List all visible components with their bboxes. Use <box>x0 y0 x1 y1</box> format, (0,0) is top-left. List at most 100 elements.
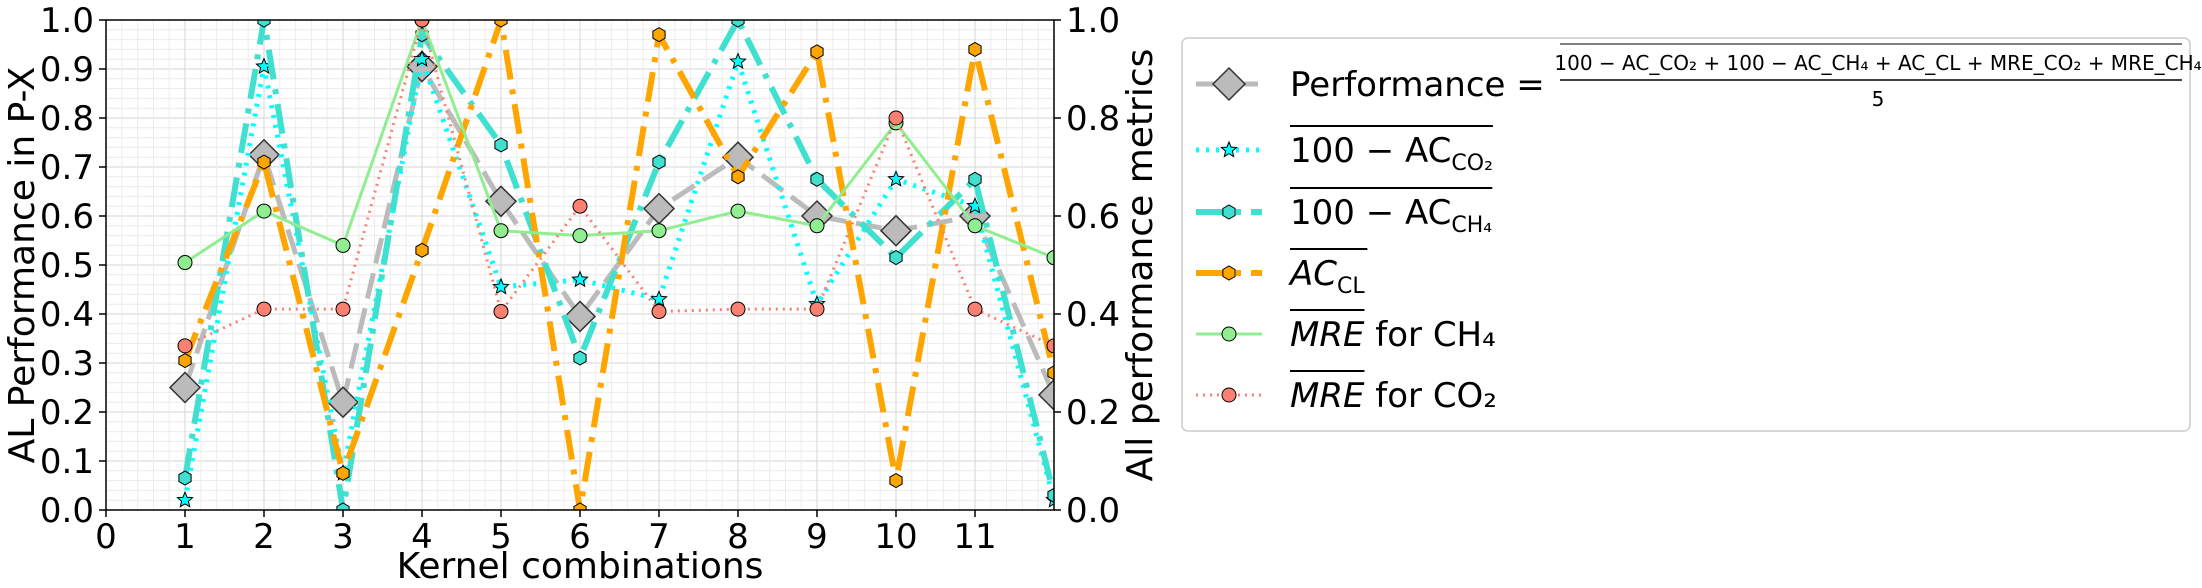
data-point-mre_co2 <box>1046 338 1054 354</box>
x-tick-label: 10 <box>874 517 917 557</box>
legend-marker-ac_cl <box>1222 265 1236 281</box>
data-point-ac_cl <box>810 44 824 60</box>
legend-marker-mre_co2 <box>1221 387 1237 403</box>
legend-label-subscript: CH₄ <box>1451 213 1492 238</box>
data-point-mre_ch4 <box>177 255 193 271</box>
legend-label-main: MRE <box>1290 376 1365 416</box>
legend-label-suffix: for CH₄ <box>1364 315 1495 355</box>
x-tick-label: 4 <box>411 517 433 557</box>
legend: Performance = 100 − AC_CO₂ + 100 − AC_CH… <box>1181 37 2202 432</box>
y-tick-label-left: 0.6 <box>40 197 94 237</box>
grid <box>105 19 1055 511</box>
data-point-mre_co2 <box>967 301 983 317</box>
y-tick-label-right: 0.8 <box>1066 99 1120 139</box>
y-tick-label-left: 0.3 <box>40 344 94 384</box>
data-point-ac_cl <box>573 502 587 510</box>
legend-label-main: MRE <box>1290 315 1365 355</box>
data-point-mre_ch4 <box>493 223 509 239</box>
data-point-mre_ch4 <box>1046 250 1054 266</box>
data-point-performance <box>168 371 202 404</box>
data-point-mre_ch4 <box>967 218 983 234</box>
data-point-ac_ch4 <box>178 470 192 486</box>
x-tick-label: 5 <box>490 517 512 557</box>
y-tick-label-left: 0.8 <box>40 99 94 139</box>
legend-label-subscript: CO₂ <box>1451 151 1493 176</box>
data-point-ac_cl <box>415 242 429 258</box>
x-tick-label: 7 <box>648 517 670 557</box>
legend-label-ac_cl: ACCL <box>1288 254 1365 299</box>
data-point-ac_ch4 <box>573 350 587 366</box>
y-tick-label-left: 0.2 <box>40 393 94 433</box>
y-tick-label-right: 0.2 <box>1066 393 1120 433</box>
data-point-mre_co2 <box>493 304 509 320</box>
legend-label-mre_ch4: MRE for CH₄ <box>1290 315 1496 355</box>
data-point-mre_co2 <box>414 20 430 28</box>
x-tick-label: 9 <box>806 517 828 557</box>
legend-label-mre_co2: MRE for CO₂ <box>1290 376 1497 416</box>
legend-label-main: 100 − AC <box>1290 131 1451 171</box>
x-tick-label: 3 <box>332 517 354 557</box>
data-point-ac_co2 <box>887 170 905 187</box>
x-axis-title: Kernel combinations <box>397 546 764 587</box>
legend-label-main: 100 − AC <box>1290 193 1451 233</box>
data-point-mre_ch4 <box>572 228 588 244</box>
data-point-mre_co2 <box>888 110 904 126</box>
data-point-ac_ch4 <box>810 171 824 187</box>
data-point-ac_co2 <box>729 52 747 70</box>
data-point-ac_ch4 <box>652 154 666 170</box>
y-tick-label-left: 0.1 <box>40 442 94 482</box>
y-tick-label-left: 0.7 <box>40 148 94 188</box>
series-line-mre_ch4 <box>184 20 1054 264</box>
x-tick-label: 11 <box>953 517 996 557</box>
data-point-mre_ch4 <box>335 237 351 253</box>
data-point-performance <box>563 300 597 333</box>
data-point-ac_ch4 <box>336 502 350 510</box>
data-point-ac_cl <box>336 465 350 481</box>
legend-label-subscript: CL <box>1337 274 1365 299</box>
data-point-performance <box>1037 378 1054 411</box>
x-tick-label: 1 <box>174 517 196 557</box>
data-point-mre_co2 <box>256 301 272 317</box>
data-point-ac_ch4 <box>257 20 271 28</box>
y-axis-title-left: AL Performance in P-X <box>2 67 43 464</box>
data-point-mre_co2 <box>177 338 193 354</box>
data-point-performance <box>879 214 913 247</box>
y-tick-label-left: 0.5 <box>40 246 94 286</box>
legend-marker-performance <box>1211 66 1247 102</box>
y-tick-label-left: 0.4 <box>40 295 94 335</box>
y-tick-label-left: 0.9 <box>40 50 94 90</box>
data-point-ac_cl <box>257 154 271 170</box>
data-point-ac_cl <box>494 20 508 28</box>
series-line-ac_co2 <box>182 56 1054 501</box>
legend-formula-denominator: 5 <box>1872 87 1885 111</box>
data-point-mre_co2 <box>572 198 588 214</box>
data-point-mre_co2 <box>335 301 351 317</box>
y-tick-label-right: 0.0 <box>1066 491 1120 531</box>
y-tick-label-right: 0.4 <box>1066 295 1120 335</box>
x-tick-label: 0 <box>95 517 117 557</box>
data-point-ac_ch4 <box>968 171 982 187</box>
data-point-ac_cl <box>178 353 192 369</box>
data-point-ac_cl <box>652 27 666 43</box>
y-axis-title-right: All performance metrics <box>1120 49 1161 482</box>
data-point-mre_ch4 <box>651 223 667 239</box>
legend-label-ac_ch4: 100 − ACCH₄ <box>1290 193 1492 238</box>
data-point-ac_co2 <box>176 490 194 508</box>
legend-label-ac_co2: 100 − ACCO₂ <box>1290 131 1493 176</box>
series-line-ac_cl <box>182 20 1054 510</box>
legend-marker-mre_ch4 <box>1221 326 1237 342</box>
data-point-ac_co2 <box>650 289 668 307</box>
data-point-mre_co2 <box>809 301 825 317</box>
legend-marker-ac_co2 <box>1220 140 1238 158</box>
y-tick-label-right: 0.6 <box>1066 197 1120 237</box>
y-tick-label-left: 1.0 <box>40 1 94 41</box>
data-point-mre_ch4 <box>730 203 746 219</box>
data-point-mre_ch4 <box>809 218 825 234</box>
data-point-ac_cl <box>968 41 982 57</box>
legend-frame <box>1181 37 2191 432</box>
x-tick-label: 2 <box>253 517 275 557</box>
axes: 0 1 2 3 4 5 6 7 8 9 10 11 0.0 0.1 0.2 0.3 0.4 0.5 0.6 0.7 0.… <box>40 1 1120 557</box>
data-point-ac_co2 <box>571 270 589 288</box>
series-layer <box>168 20 1054 510</box>
